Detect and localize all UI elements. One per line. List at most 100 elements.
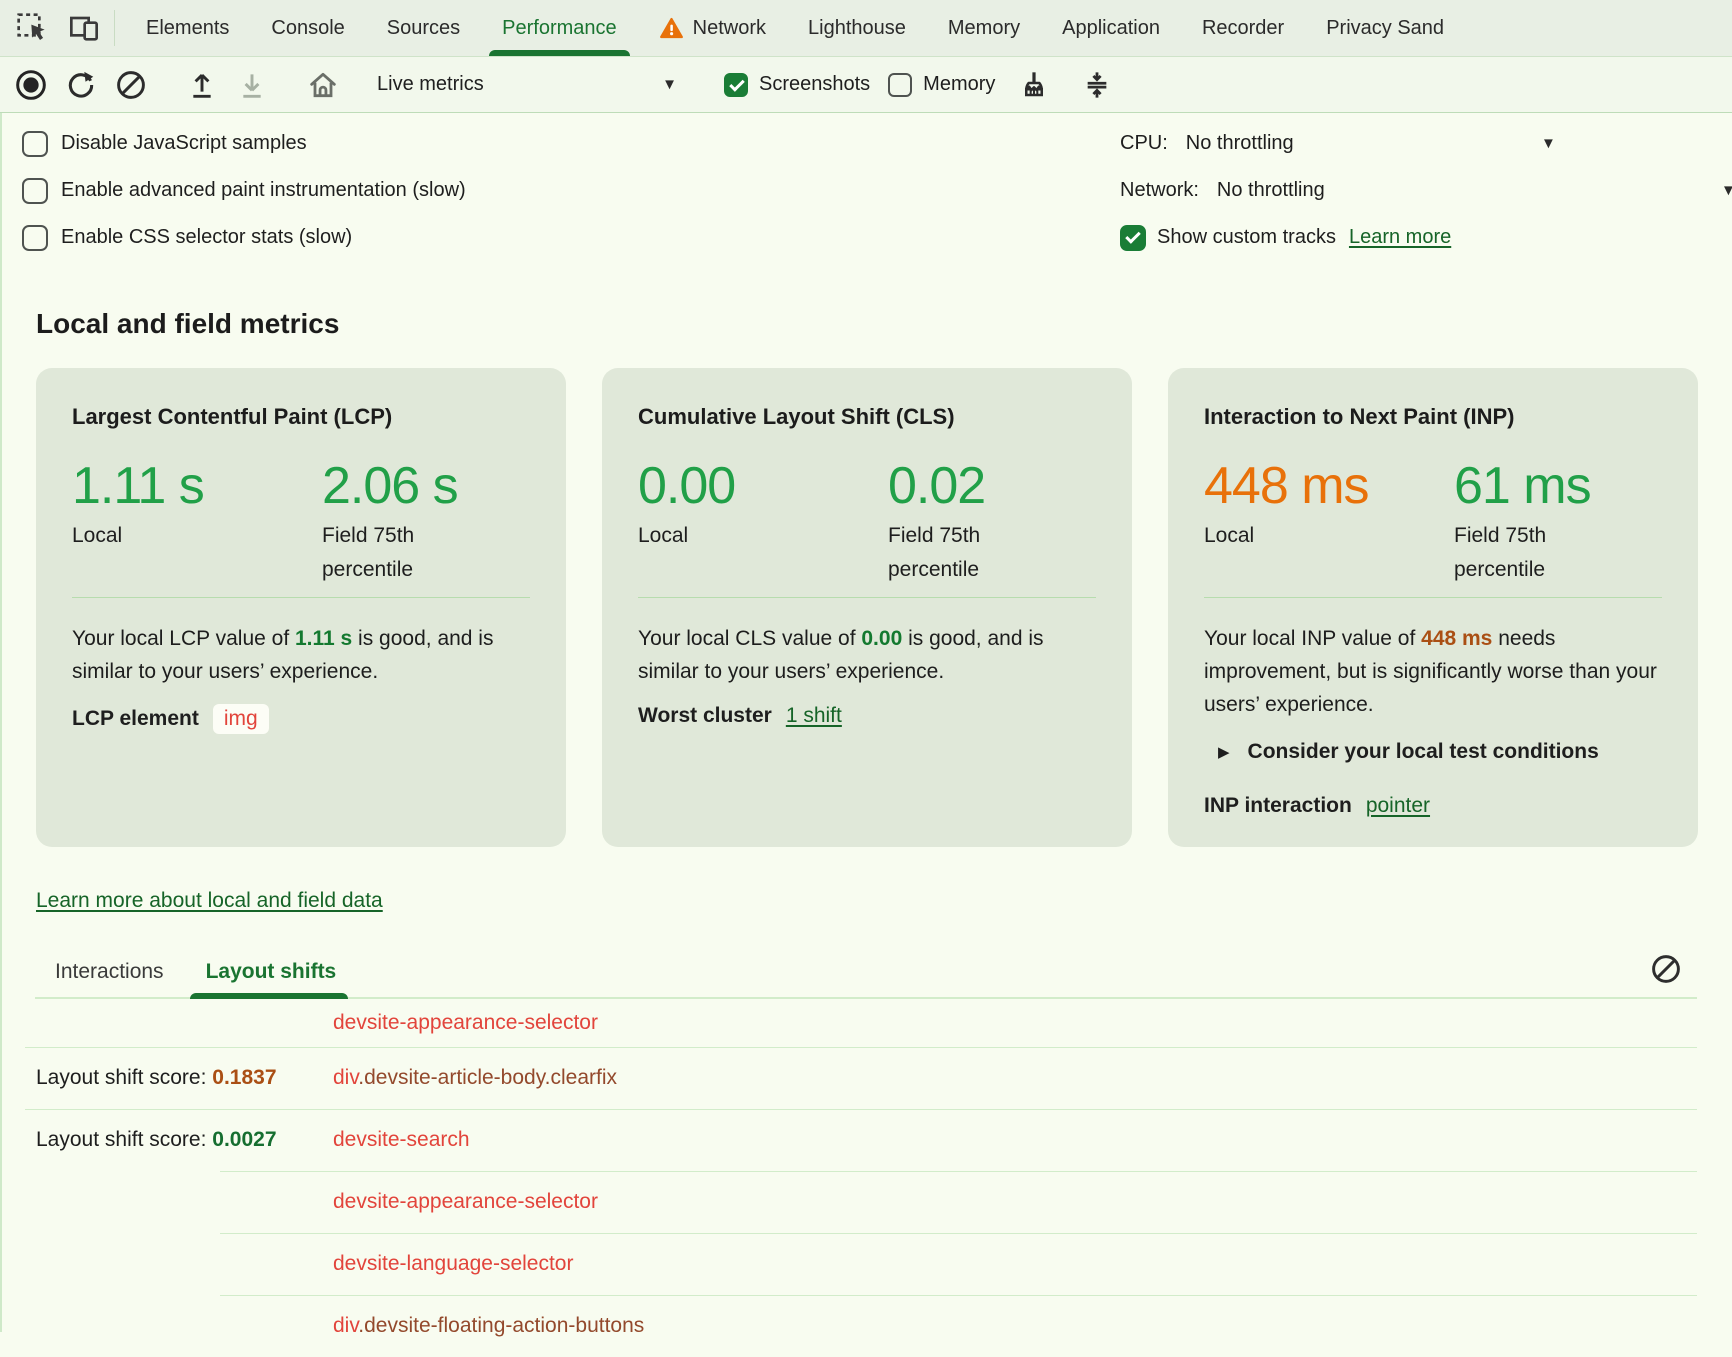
live-metrics-view: Local and field metrics Largest Contentf…: [0, 308, 1732, 1357]
network-throttling-row: Network: No throttling ▼: [1120, 167, 1732, 214]
memory-toggle[interactable]: Memory: [888, 72, 996, 97]
custom-tracks-label: Show custom tracks: [1157, 226, 1336, 248]
tab-elements[interactable]: Elements: [125, 0, 250, 56]
home-button[interactable]: [304, 66, 342, 104]
card-divider: [72, 597, 530, 598]
chevron-down-icon: ▼: [662, 76, 677, 93]
node-link[interactable]: div.devsite-floating-action-buttons: [333, 1314, 645, 1337]
cpu-throttling-row: CPU: No throttling ▼: [1120, 120, 1732, 167]
chevron-down-icon[interactable]: ▼: [1541, 135, 1556, 152]
network-throttling-select[interactable]: No throttling: [1216, 179, 1325, 201]
lcp-description: Your local LCP value of 1.11 s is good, …: [72, 627, 494, 683]
local-test-conditions-disclosure[interactable]: ▶ Consider your local test conditions: [1204, 740, 1662, 764]
device-toolbar-icon: [68, 12, 100, 44]
reload-icon: [65, 69, 97, 101]
tab-lighthouse[interactable]: Lighthouse: [787, 0, 927, 56]
screenshots-checkbox[interactable]: [724, 72, 748, 97]
tab-console[interactable]: Console: [250, 0, 365, 56]
metric-card-lcp: Largest Contentful Paint (LCP) 1.11 s Lo…: [36, 368, 566, 847]
lcp-local-value: 1.11 s: [72, 457, 205, 515]
live-metrics-select[interactable]: Live metrics ▼: [377, 73, 677, 96]
clear-log-button[interactable]: [1650, 953, 1682, 985]
layout-shift-row: devsite-appearance-selector: [0, 999, 1732, 1047]
inp-inline-value: 448 ms: [1421, 627, 1493, 650]
lcp-field-value: 2.06 s: [322, 457, 459, 515]
memory-label: Memory: [923, 73, 996, 95]
custom-tracks-learn-more-link[interactable]: Learn more: [1348, 226, 1452, 248]
layout-shift-score: Layout shift score: 0.1837: [36, 1066, 277, 1089]
inspect-element-button[interactable]: [12, 0, 52, 56]
warning-icon: [659, 16, 684, 41]
memory-checkbox[interactable]: [888, 72, 913, 97]
tab-label: Elements: [146, 16, 230, 39]
setting-label: Disable JavaScript samples: [61, 132, 307, 154]
tab-performance[interactable]: Performance: [481, 0, 638, 56]
tab-layout-shifts[interactable]: Layout shifts: [189, 960, 348, 999]
lcp-element-node-link[interactable]: img: [212, 704, 269, 734]
collapse-button[interactable]: [1078, 66, 1116, 104]
clear-button[interactable]: [112, 66, 150, 104]
metric-card-inp: Interaction to Next Paint (INP) 448 ms L…: [1168, 368, 1698, 847]
throttling-settings: CPU: No throttling ▼ Network: No throttl…: [1120, 120, 1732, 261]
row-divider: [25, 1047, 1697, 1048]
tab-sources[interactable]: Sources: [366, 0, 481, 56]
node-link[interactable]: devsite-appearance-selector: [333, 1011, 598, 1034]
lcp-local-label: Local: [72, 524, 123, 547]
setting-checkbox[interactable]: [22, 224, 48, 251]
inp-field-value: 61 ms: [1454, 457, 1592, 515]
tab-recorder[interactable]: Recorder: [1181, 0, 1305, 56]
node-link[interactable]: devsite-language-selector: [333, 1252, 574, 1275]
tab-label: Recorder: [1201, 16, 1285, 39]
custom-tracks-checkbox[interactable]: [1120, 224, 1146, 251]
network-label: Network:: [1120, 179, 1199, 201]
record-button[interactable]: [12, 66, 50, 104]
cls-inline-value: 0.00: [861, 627, 903, 650]
layout-shift-row: Layout shift score: 0.1837 div.devsite-ar…: [0, 1047, 1732, 1109]
setting-checkbox[interactable]: [22, 130, 48, 157]
block-icon: [115, 69, 147, 101]
inp-description: Your local INP value of 448 ms needs imp…: [1204, 627, 1657, 716]
worst-cluster-link[interactable]: 1 shift: [785, 704, 842, 727]
setting-row: Enable CSS selector stats (slow): [0, 214, 466, 261]
upload-icon: [186, 69, 218, 101]
learn-more-field-data-link[interactable]: Learn more about local and field data: [36, 889, 383, 912]
worst-cluster-row: Worst cluster 1 shift: [638, 704, 1096, 728]
layout-shift-row: Layout shift score: 0.0027 devsite-search: [0, 1109, 1732, 1171]
log-tab-strip: Interactions Layout shifts: [35, 953, 1697, 999]
tab-label: Memory: [947, 16, 1021, 39]
device-toolbar-button[interactable]: [64, 0, 104, 56]
tab-privacy-sand[interactable]: Privacy Sand: [1305, 0, 1465, 56]
setting-checkbox[interactable]: [22, 177, 48, 204]
cpu-throttling-select[interactable]: No throttling: [1185, 132, 1294, 154]
reload-and-record-button[interactable]: [62, 66, 100, 104]
layout-shift-log: devsite-appearance-selector Layout shift …: [0, 999, 1732, 1357]
tab-application[interactable]: Application: [1041, 0, 1181, 56]
section-heading: Local and field metrics: [36, 308, 340, 339]
lcp-element-row: LCP element img: [72, 704, 530, 734]
tab-interactions[interactable]: Interactions: [55, 960, 164, 983]
load-profile-button[interactable]: [183, 66, 221, 104]
tab-network[interactable]: Network: [638, 0, 787, 56]
cls-field-label: Field 75th percentile: [888, 524, 981, 581]
tab-label: Privacy Sand: [1326, 16, 1445, 39]
row-divider: [220, 1171, 1697, 1172]
node-link[interactable]: devsite-search: [333, 1128, 470, 1151]
row-divider: [25, 1109, 1697, 1110]
tab-memory[interactable]: Memory: [927, 0, 1041, 56]
devtools-tab-bar: Elements Console Sources Performance Network…: [0, 0, 1732, 57]
cls-field-value: 0.02: [888, 457, 986, 515]
layout-shift-score: Layout shift score: 0.0027: [36, 1128, 277, 1151]
capture-settings-checkboxes: Disable JavaScript samples Enable advance…: [0, 120, 466, 261]
inp-interaction-link[interactable]: pointer: [1365, 794, 1431, 817]
screenshots-toggle[interactable]: Screenshots: [724, 72, 870, 97]
row-divider: [220, 1233, 1697, 1234]
inp-field-label: Field 75th percentile: [1454, 524, 1547, 581]
home-icon: [307, 69, 339, 101]
panel-left-border: [0, 113, 2, 1332]
node-link[interactable]: div.devsite-article-body.clearfix: [333, 1066, 618, 1089]
garbage-collect-button[interactable]: [1015, 66, 1053, 104]
node-link[interactable]: devsite-appearance-selector: [333, 1190, 598, 1213]
save-profile-button[interactable]: [233, 66, 271, 104]
lcp-element-label: LCP element: [72, 707, 199, 730]
chevron-down-icon[interactable]: ▼: [1721, 182, 1732, 199]
